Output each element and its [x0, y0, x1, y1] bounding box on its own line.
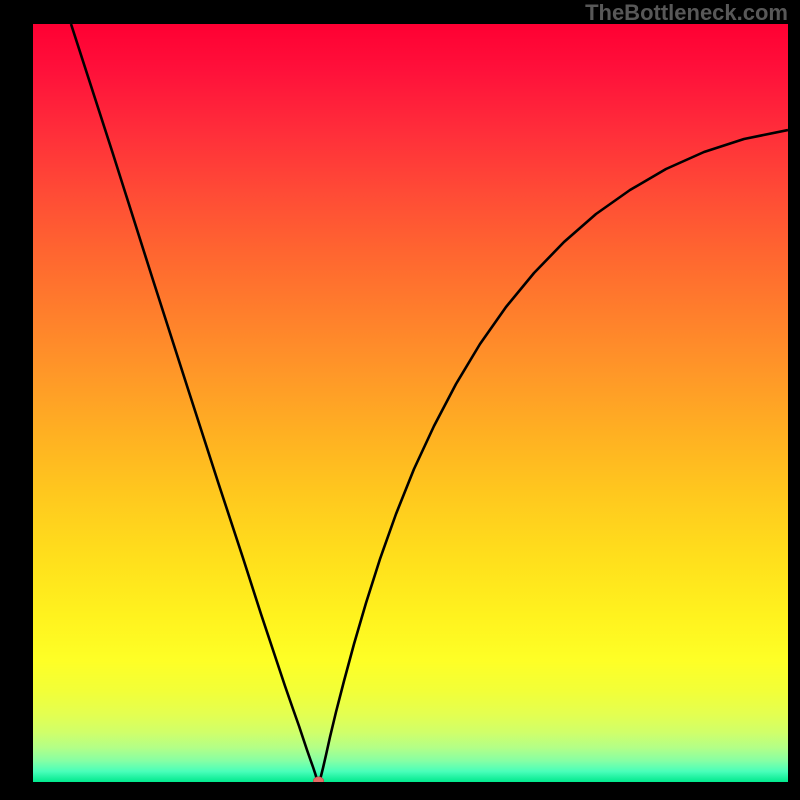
bottleneck-curve-layer [33, 24, 788, 782]
bottleneck-curve [71, 24, 788, 781]
watermark-text: TheBottleneck.com [585, 0, 788, 26]
optimal-point-marker [313, 777, 323, 782]
plot-area [33, 24, 788, 782]
